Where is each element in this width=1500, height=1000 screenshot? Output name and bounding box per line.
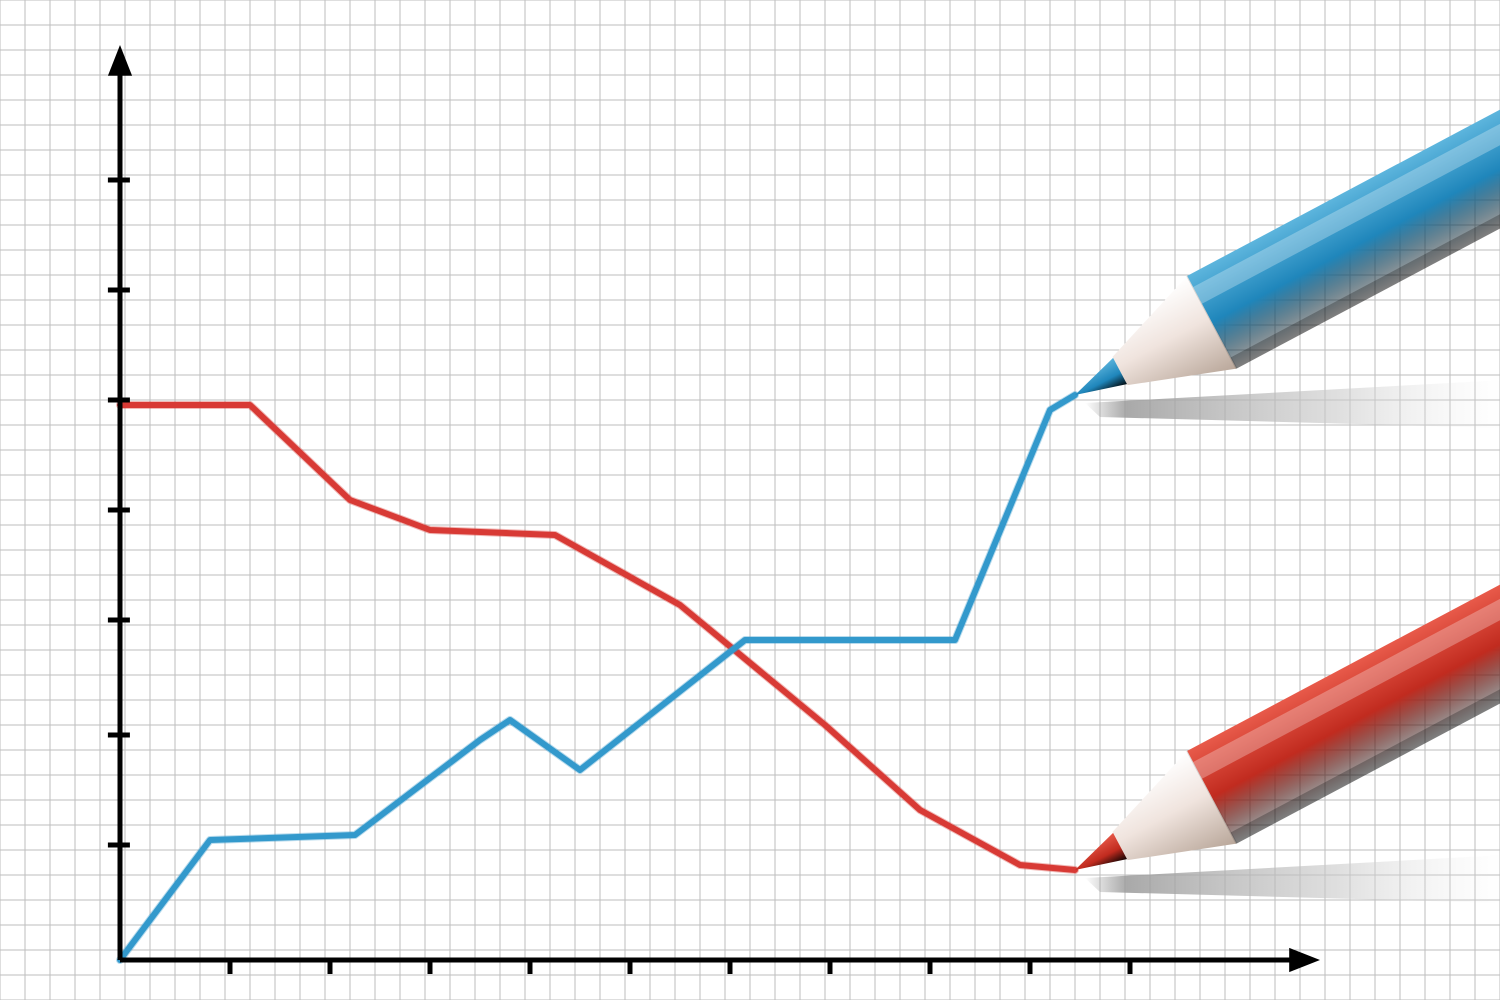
chart-canvas — [0, 0, 1500, 1000]
grid — [0, 0, 1500, 1000]
pencil-shadow — [1085, 855, 1500, 903]
pencil-shadow — [1085, 380, 1500, 428]
